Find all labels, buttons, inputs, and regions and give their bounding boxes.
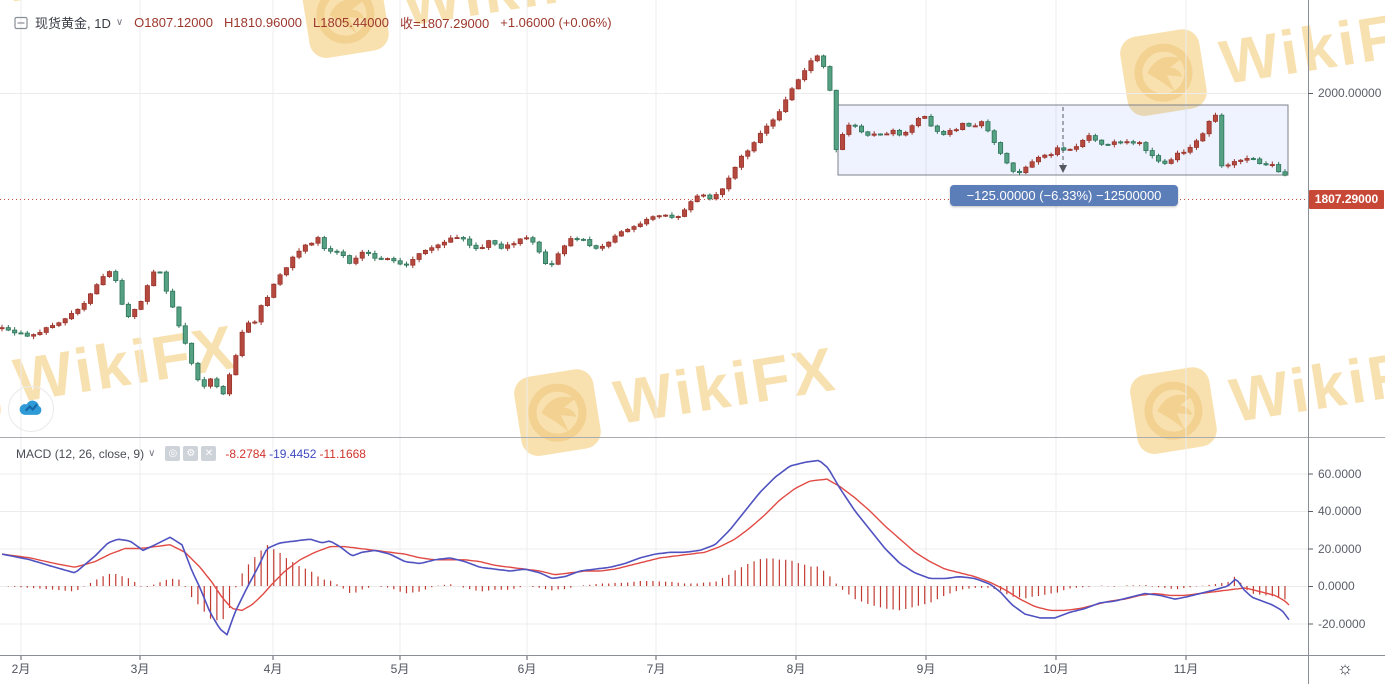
remove-indicator-icon[interactable]: ✕ — [201, 446, 217, 461]
wikifx-eagle-icon — [302, 0, 389, 58]
wikifx-watermark: WikiFX — [1123, 323, 1385, 461]
wikifx-eagle-icon — [1130, 367, 1217, 454]
wikifx-watermark: WikiFX — [1113, 0, 1385, 123]
axis-settings-icon[interactable]: ☼ — [1336, 657, 1354, 678]
provider-logo-icon[interactable] — [8, 386, 54, 432]
wikifx-eagle-icon — [1120, 29, 1207, 116]
indicator-settings-icon[interactable]: ⚙ — [183, 446, 199, 461]
wikifx-watermark: WikiFX — [295, 0, 631, 65]
symbol-title[interactable]: 现货黄金, 1D — [35, 16, 111, 31]
macd-title[interactable]: MACD (12, 26, close, 9) — [16, 446, 145, 461]
layout-icon[interactable] — [14, 16, 28, 30]
visibility-icon[interactable]: ◎ — [165, 446, 181, 461]
